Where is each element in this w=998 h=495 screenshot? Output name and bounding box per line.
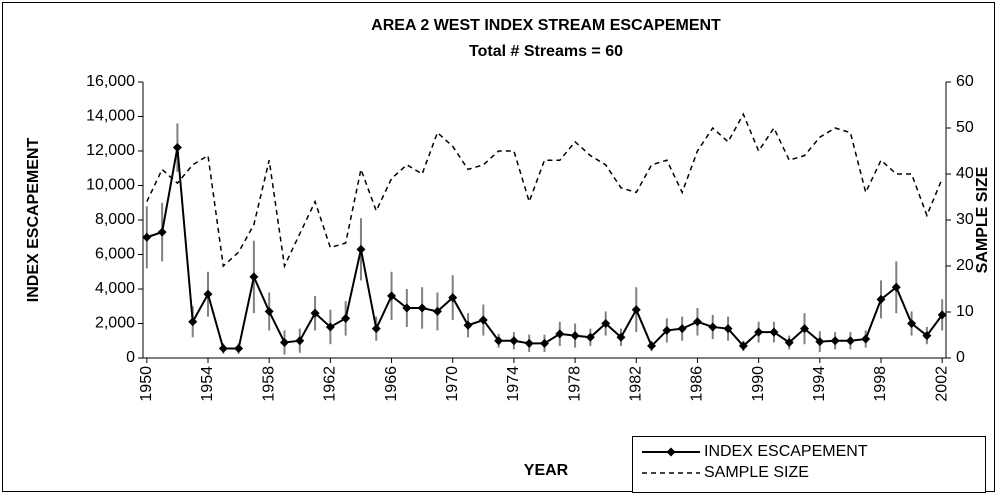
data-point xyxy=(585,332,595,342)
data-point xyxy=(188,317,198,327)
y2-tick-label: 0 xyxy=(956,349,965,366)
legend-label: INDEX ESCAPEMENT xyxy=(704,443,868,460)
data-point xyxy=(509,336,519,346)
x-tick-label: 1958 xyxy=(260,366,277,402)
data-point xyxy=(432,306,442,316)
data-point xyxy=(279,337,289,347)
series-line xyxy=(146,112,943,269)
data-point xyxy=(677,324,687,334)
y2-tick-label: 20 xyxy=(956,257,974,274)
y-tick-label: 2,000 xyxy=(95,315,135,332)
x-tick-label: 1970 xyxy=(444,366,461,402)
data-point xyxy=(616,332,626,342)
x-tick-label: 1954 xyxy=(199,366,216,402)
x-tick-label: 2002 xyxy=(933,366,950,402)
x-tick-label: 1986 xyxy=(689,366,706,402)
data-point xyxy=(234,344,244,354)
data-point xyxy=(341,313,351,323)
y-tick-label: 12,000 xyxy=(86,142,135,159)
y-tick-label: 0 xyxy=(126,349,135,366)
data-point xyxy=(815,337,825,347)
y-tick-label: 4,000 xyxy=(95,280,135,297)
data-point xyxy=(769,327,779,337)
data-point xyxy=(754,327,764,337)
data-point xyxy=(708,322,718,332)
data-point xyxy=(356,244,366,254)
data-point xyxy=(861,334,871,344)
data-point xyxy=(891,282,901,292)
y-tick-label: 14,000 xyxy=(86,108,135,125)
data-point xyxy=(417,303,427,313)
data-point xyxy=(371,324,381,334)
data-point xyxy=(524,338,534,348)
data-point xyxy=(494,336,504,346)
data-point xyxy=(172,143,182,153)
data-point xyxy=(463,320,473,330)
x-tick-label: 1978 xyxy=(566,366,583,402)
x-tick-label: 1998 xyxy=(872,366,889,402)
data-point xyxy=(310,308,320,318)
y2-axis-title: SAMPLE SIZE xyxy=(974,166,991,273)
data-point xyxy=(218,344,228,354)
data-point xyxy=(784,337,794,347)
y2-tick-label: 30 xyxy=(956,211,974,228)
data-point xyxy=(830,336,840,346)
data-point xyxy=(907,319,917,328)
chart-subtitle: Total # Streams = 60 xyxy=(469,43,623,60)
x-tick-label: 1962 xyxy=(322,366,339,402)
y2-tick-label: 40 xyxy=(956,165,974,182)
data-point xyxy=(448,293,458,303)
data-point xyxy=(631,305,641,315)
x-tick-label: 1950 xyxy=(138,366,155,402)
data-point xyxy=(249,272,259,282)
data-point xyxy=(723,324,733,334)
y2-tick-label: 10 xyxy=(956,303,974,320)
data-point xyxy=(478,315,488,325)
data-point xyxy=(387,291,397,301)
data-point xyxy=(937,310,947,320)
y-tick-label: 10,000 xyxy=(86,177,135,194)
data-point xyxy=(876,294,886,304)
data-point xyxy=(692,317,702,327)
data-point xyxy=(845,336,855,346)
data-point xyxy=(647,341,657,351)
data-point xyxy=(142,232,152,242)
data-point xyxy=(800,324,810,334)
data-point xyxy=(157,227,167,237)
data-point xyxy=(203,289,213,299)
x-tick-label: 1974 xyxy=(505,366,522,402)
legend-label: SAMPLE SIZE xyxy=(704,464,809,481)
data-point xyxy=(570,331,580,341)
chart-title: AREA 2 WEST INDEX STREAM ESCAPEMENT xyxy=(371,17,721,34)
x-tick-label: 1994 xyxy=(811,366,828,402)
data-point xyxy=(402,303,412,313)
x-tick-label: 1990 xyxy=(750,366,767,402)
data-point xyxy=(264,306,274,316)
data-point xyxy=(540,338,549,348)
data-point xyxy=(662,325,672,335)
x-axis-title: YEAR xyxy=(524,462,569,479)
data-point xyxy=(295,336,305,346)
data-point xyxy=(922,331,932,341)
y-tick-label: 16,000 xyxy=(86,73,135,90)
y-tick-label: 8,000 xyxy=(95,211,135,228)
y2-tick-label: 50 xyxy=(956,119,974,136)
data-point xyxy=(325,322,335,332)
y2-tick-label: 60 xyxy=(956,73,974,90)
x-tick-label: 1982 xyxy=(627,366,644,402)
data-point xyxy=(738,341,748,351)
data-point xyxy=(601,319,611,328)
y-axis-title: INDEX ESCAPEMENT xyxy=(25,138,42,303)
legend-box xyxy=(632,436,986,493)
data-point xyxy=(555,329,565,339)
legend-marker xyxy=(666,447,676,457)
x-tick-label: 1966 xyxy=(383,366,400,402)
y-tick-label: 6,000 xyxy=(95,246,135,263)
